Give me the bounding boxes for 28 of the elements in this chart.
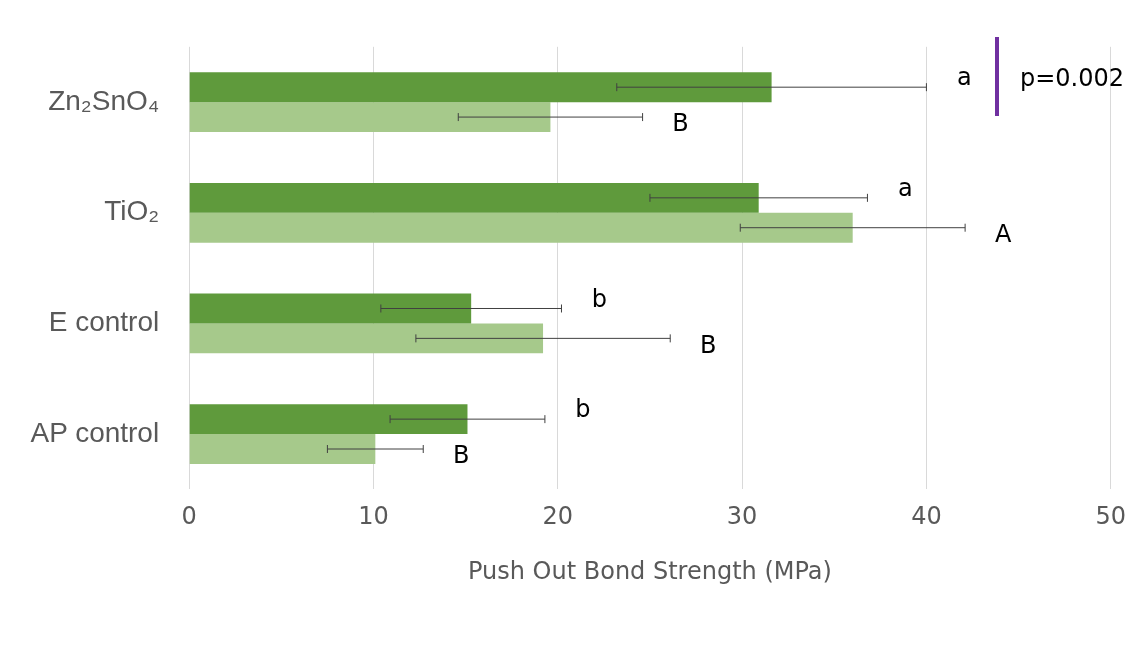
y-tick-label: Zn₂SnO₄ — [48, 84, 160, 116]
y-tick-label: TiO₂ — [104, 195, 160, 227]
bar — [189, 72, 772, 103]
annotation: B — [699, 330, 717, 359]
x-tick-label: 30 — [726, 502, 758, 531]
x-tick-label: 20 — [542, 502, 574, 531]
bar — [189, 182, 759, 213]
x-tick-label: 40 — [911, 502, 942, 531]
bar — [189, 323, 544, 354]
x-axis-title: Push Out Bond Strength (MPa) — [467, 556, 832, 585]
annotation: a — [898, 174, 913, 203]
annotation: B — [453, 441, 470, 470]
bar — [189, 404, 468, 435]
y-tick-label: AP control — [30, 416, 160, 448]
annotation: b — [591, 284, 608, 313]
annotation: B — [672, 109, 689, 138]
annotation: p=0.002 — [1020, 64, 1125, 93]
x-tick-label: 50 — [1095, 502, 1126, 531]
x-tick-label: 0 — [181, 502, 197, 531]
y-tick-label: E control — [48, 306, 160, 338]
annotation: b — [575, 395, 591, 424]
annotation: a — [957, 63, 972, 92]
x-tick-label: 10 — [358, 502, 389, 531]
bar — [189, 102, 551, 132]
bar — [189, 293, 472, 324]
bar — [189, 212, 853, 243]
bar — [189, 434, 376, 464]
annotation: A — [994, 219, 1012, 248]
